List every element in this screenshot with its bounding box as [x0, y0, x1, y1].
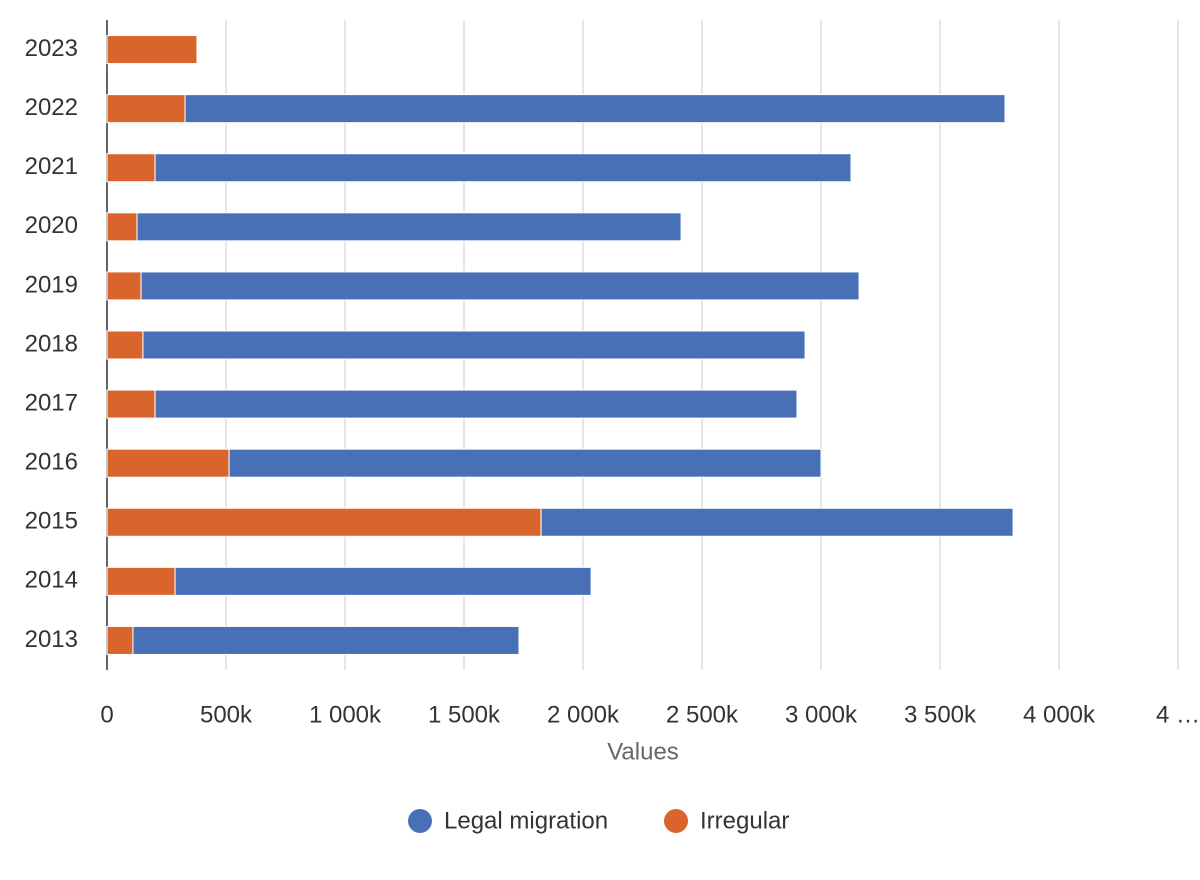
bar [184, 94, 1006, 124]
y-tick-label: 2021 [25, 153, 78, 180]
y-tick-label: 2016 [25, 449, 78, 476]
bar [106, 566, 176, 596]
bar [154, 389, 798, 419]
bar [106, 212, 138, 242]
y-tick-label: 2017 [25, 389, 78, 416]
y-tick-label: 2022 [25, 94, 78, 121]
x-tick-label: 500k [200, 701, 253, 728]
y-tick-label: 2014 [25, 567, 78, 594]
x-tick-label: 0 [100, 701, 113, 728]
y-tick-label: 2023 [25, 35, 78, 62]
bar [106, 389, 156, 419]
bar [106, 330, 144, 360]
y-tick-label: 2019 [25, 271, 78, 298]
bar [228, 448, 822, 478]
bar [540, 507, 1014, 537]
x-tick-label: 3 500k [904, 701, 977, 728]
x-tick-label: 1 000k [309, 701, 382, 728]
legend-marker [664, 809, 688, 833]
x-tick-label: 1 500k [428, 701, 501, 728]
bar [106, 448, 230, 478]
bar [132, 625, 520, 655]
bar [154, 153, 852, 183]
bar [106, 94, 186, 124]
y-tick-label: 2013 [25, 626, 78, 653]
x-tick-label: 2 500k [666, 701, 739, 728]
bar [140, 271, 860, 301]
x-tick-label: 2 000k [547, 701, 620, 728]
bar [106, 35, 198, 65]
y-tick-label: 2018 [25, 330, 78, 357]
x-tick-label: 4 … [1156, 701, 1200, 728]
x-tick-label: 4 000k [1023, 701, 1096, 728]
legend-label: Irregular [700, 807, 789, 834]
legend-label: Legal migration [444, 807, 608, 834]
bar [106, 271, 142, 301]
legend-marker [408, 809, 432, 833]
bar [174, 566, 592, 596]
bar [106, 507, 542, 537]
x-axis-label: Values [607, 738, 679, 765]
y-tick-label: 2015 [25, 508, 78, 535]
bar [136, 212, 682, 242]
bar [106, 153, 156, 183]
bar [106, 625, 134, 655]
y-tick-label: 2020 [25, 212, 78, 239]
x-tick-label: 3 000k [785, 701, 858, 728]
bar [142, 330, 806, 360]
